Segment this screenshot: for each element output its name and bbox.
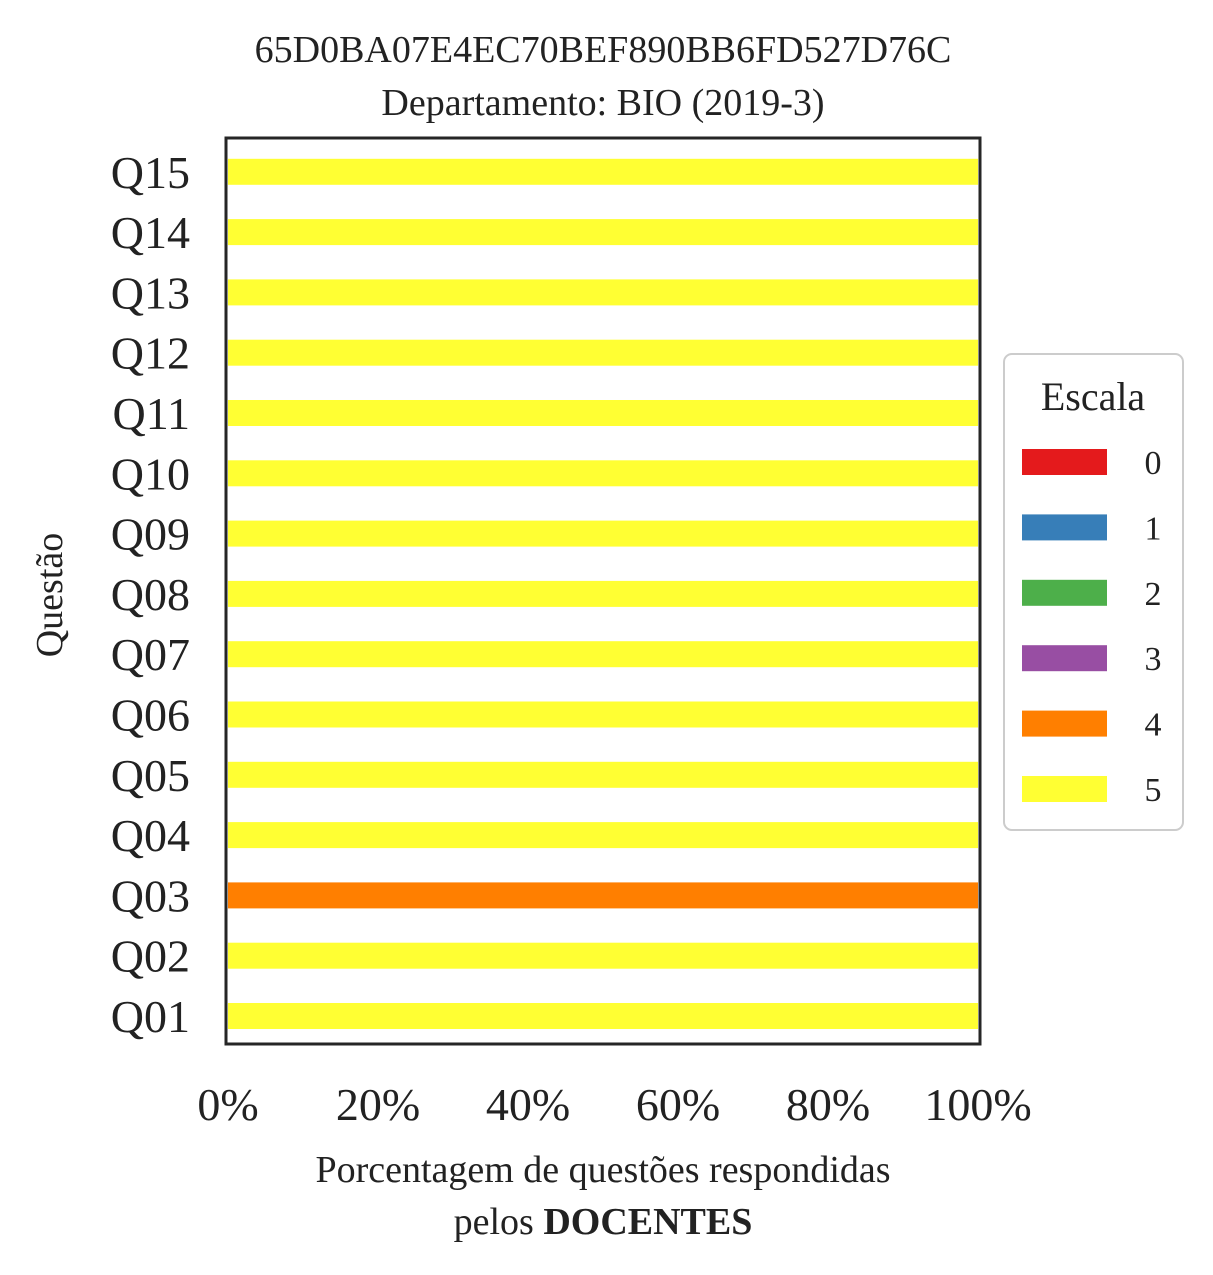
- y-tick-label-q15: Q15: [111, 147, 190, 198]
- legend-swatch-4: [1022, 710, 1107, 737]
- bar-q15-scale-5: [228, 158, 978, 185]
- bar-q13-scale-5: [228, 279, 978, 306]
- bar-q01-scale-5: [228, 1003, 978, 1029]
- y-tick-label-q02: Q02: [111, 931, 190, 982]
- legend-swatch-3: [1022, 645, 1107, 672]
- bar-q06-scale-5: [228, 701, 978, 728]
- legend-label-5: 5: [1145, 772, 1162, 809]
- legend-title: Escala: [1041, 374, 1146, 419]
- y-tick-label-q05: Q05: [111, 750, 190, 801]
- x-tick-label-100: 100%: [924, 1079, 1031, 1130]
- x-axis-label-line1: Porcentagem de questões respondidas: [315, 1149, 890, 1191]
- x-axis-label-bold: DOCENTES: [543, 1201, 752, 1243]
- legend-swatch-0: [1022, 449, 1107, 475]
- bars-layer: [228, 158, 978, 1029]
- y-tick-label-q04: Q04: [111, 810, 190, 861]
- y-tick-label-q01: Q01: [111, 991, 190, 1042]
- x-tick-label-20: 20%: [336, 1079, 420, 1130]
- y-tick-label-q03: Q03: [111, 870, 190, 921]
- legend-items: 0 1 2 3 4 5: [1022, 445, 1162, 809]
- y-tick-label-q11: Q11: [112, 388, 190, 439]
- y-tick-label-q08: Q08: [111, 569, 190, 620]
- bar-q10-scale-5: [228, 460, 978, 487]
- legend: Escala 0 1 2 3 4 5: [1003, 353, 1184, 831]
- bar-q05-scale-5: [228, 761, 978, 788]
- legend-swatch-5: [1022, 776, 1107, 802]
- bar-q02-scale-5: [228, 942, 978, 969]
- plot-frame: [224, 136, 982, 1046]
- bar-q12-scale-5: [228, 339, 978, 366]
- legend-label-4: 4: [1145, 707, 1162, 744]
- legend-label-3: 3: [1145, 641, 1162, 678]
- x-tick-label-40: 40%: [486, 1079, 570, 1130]
- bar-q03-scale-4: [228, 882, 978, 909]
- bar-q04-scale-5: [228, 822, 978, 849]
- y-tick-label-q10: Q10: [111, 448, 190, 499]
- y-tick-label-q09: Q09: [111, 509, 190, 560]
- x-tick-label-80: 80%: [786, 1079, 870, 1130]
- legend-swatch-1: [1022, 514, 1107, 541]
- y-axis-label: Questão: [29, 533, 71, 658]
- legend-label-1: 1: [1145, 510, 1162, 547]
- y-tick-label-q14: Q14: [111, 207, 190, 258]
- bar-q11-scale-5: [228, 400, 978, 426]
- bar-q08-scale-5: [228, 580, 978, 607]
- y-tick-label-q12: Q12: [111, 328, 190, 379]
- y-tick-labels: Q01 Q02 Q03 Q04 Q05 Q06 Q07 Q08 Q09 Q10 Q11 Q12 Q13 Q…: [111, 147, 190, 1042]
- x-tick-label-60: 60%: [636, 1079, 720, 1130]
- x-axis-label-prefix: pelos: [454, 1201, 544, 1243]
- chart-title-line2: Departamento: BIO (2019-3): [381, 82, 824, 124]
- legend-label-0: 0: [1145, 445, 1162, 482]
- x-axis-label-line2: pelos DOCENTES: [454, 1201, 753, 1243]
- legend-label-2: 2: [1145, 576, 1162, 613]
- chart-title-line1: 65D0BA07E4EC70BEF890BB6FD527D76C: [255, 29, 952, 71]
- bar-q07-scale-5: [228, 641, 978, 668]
- bar-q09-scale-5: [228, 520, 978, 547]
- y-tick-label-q07: Q07: [111, 629, 190, 680]
- legend-swatch-2: [1022, 579, 1107, 606]
- x-tick-labels: 0% 20% 40% 60% 80% 100%: [197, 1079, 1031, 1130]
- y-tick-label-q06: Q06: [111, 690, 190, 741]
- x-tick-label-0: 0%: [197, 1079, 258, 1130]
- bar-q14-scale-5: [228, 219, 978, 246]
- y-tick-label-q13: Q13: [111, 267, 190, 318]
